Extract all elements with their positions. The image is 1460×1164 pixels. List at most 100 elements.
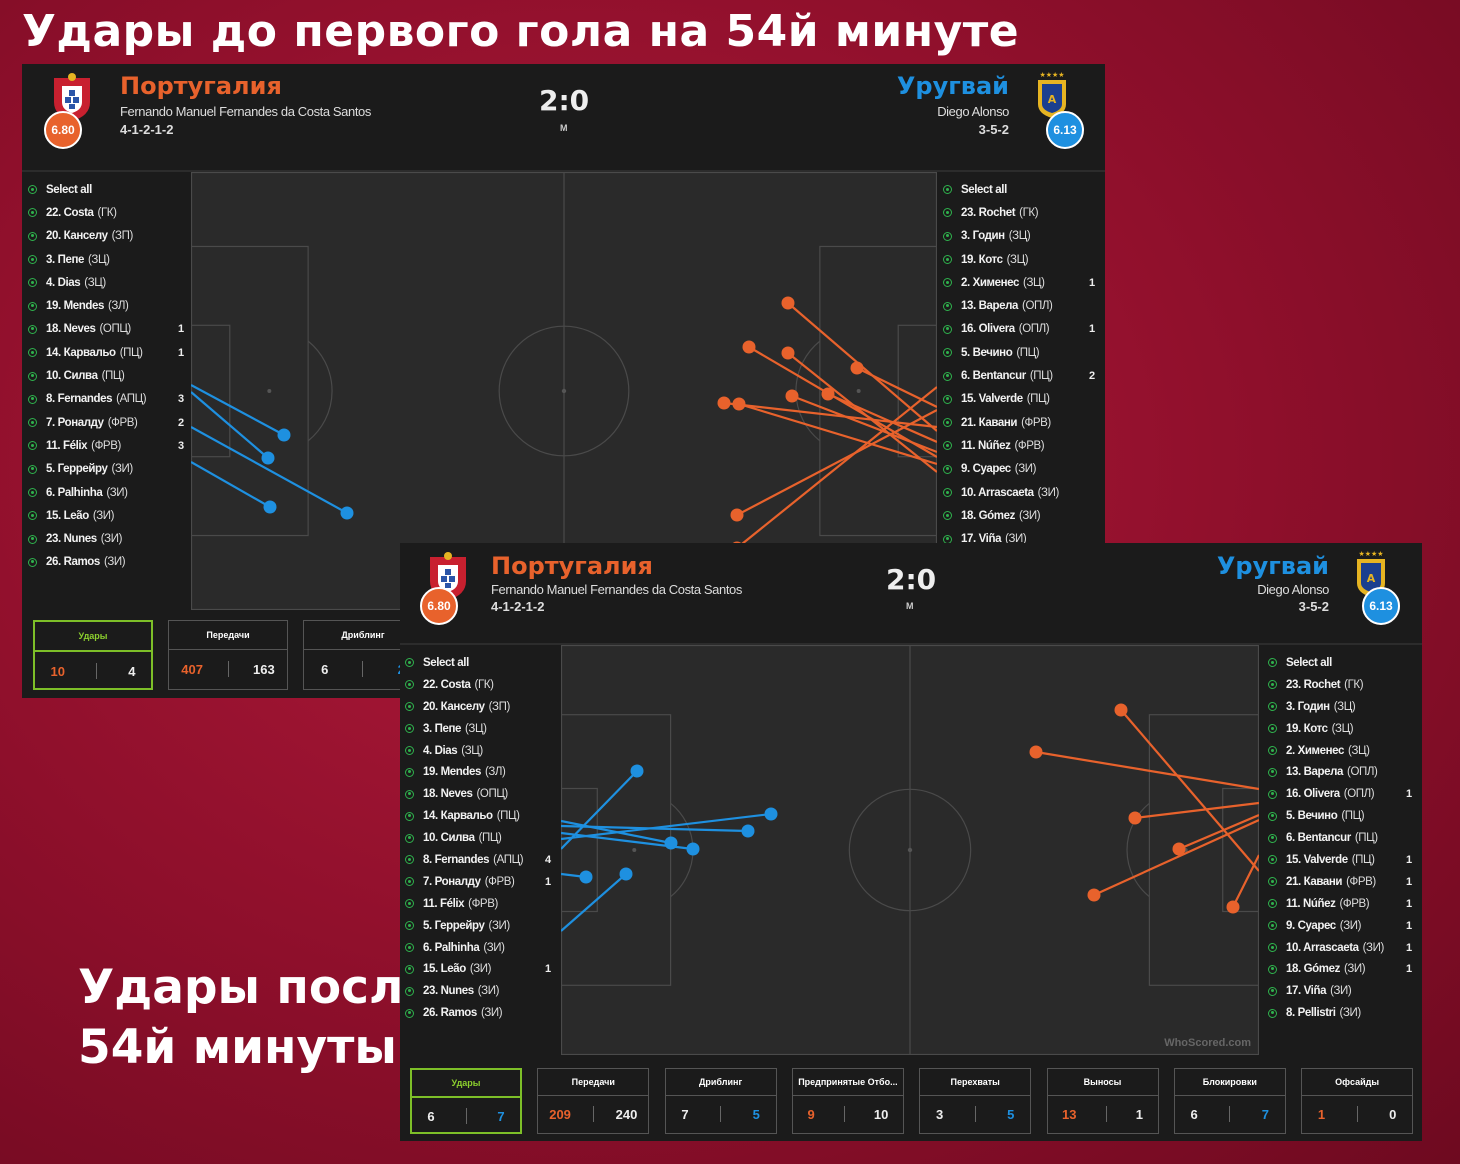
player-checkbox-icon[interactable] [1268,1008,1277,1018]
player-checkbox-icon[interactable] [28,557,37,567]
stat-tab[interactable]: Офсайды 1 0 [1301,1068,1414,1134]
away-team-name[interactable]: Уругвай [896,72,1009,100]
player-checkbox-icon[interactable] [405,833,414,843]
stat-tab[interactable]: Перехваты 3 5 [919,1068,1032,1134]
stat-tab[interactable]: Удары 10 4 [33,620,153,690]
away-player-row[interactable]: 23. Rochet (ГК) [943,201,1105,224]
away-player-row[interactable]: 6. Bentancur (ПЦ) [1268,827,1422,849]
away-player-row[interactable]: 16. Olivera (ОПЛ) 1 [1268,783,1422,805]
player-checkbox-icon[interactable] [405,767,414,777]
home-player-row[interactable]: 4. Dias (ЗЦ) [28,271,193,294]
player-checkbox-icon[interactable] [28,324,37,334]
stat-tab[interactable]: Выносы 13 1 [1046,1068,1159,1134]
stat-tab[interactable]: Блокировки 6 7 [1173,1068,1286,1134]
away-player-row[interactable]: 3. Годин (ЗЦ) [1268,696,1422,718]
away-player-row[interactable]: 11. Núñez (ФРВ) 1 [1268,893,1422,915]
player-checkbox-icon[interactable] [943,488,952,497]
away-player-row[interactable]: 19. Котс (ЗЦ) [1268,718,1422,740]
stat-tab[interactable]: Предпринятые Отбо... 9 10 [791,1068,904,1134]
player-checkbox-icon[interactable] [943,301,952,311]
home-player-row[interactable]: 15. Leão (ЗИ) 1 [405,958,563,980]
player-checkbox-icon[interactable] [405,658,414,668]
away-player-row[interactable]: 15. Valverde (ПЦ) [943,388,1105,411]
away-player-row[interactable]: 10. Arrascaeta (ЗИ) 1 [1268,937,1422,959]
player-checkbox-icon[interactable] [405,789,414,799]
player-checkbox-icon[interactable] [405,680,414,690]
home-player-row[interactable]: 20. Канселу (ЗП) [28,225,193,248]
away-player-row[interactable]: 3. Годин (ЗЦ) [943,225,1105,248]
away-player-row[interactable]: 2. Хименес (ЗЦ) [1268,740,1422,762]
away-player-row[interactable]: 13. Варела (ОПЛ) [1268,761,1422,783]
player-checkbox-icon[interactable] [28,418,37,428]
away-select-all[interactable]: Select all [1268,652,1422,674]
home-player-row[interactable]: 15. Leão (ЗИ) [28,504,193,527]
home-player-row[interactable]: 14. Карвальо (ПЦ) [405,805,563,827]
away-player-row[interactable]: 9. Суарес (ЗИ) 1 [1268,915,1422,937]
home-player-row[interactable]: 23. Nunes (ЗИ) [405,980,563,1002]
player-checkbox-icon[interactable] [405,724,414,734]
away-player-row[interactable]: 5. Вечино (ПЦ) [1268,805,1422,827]
player-checkbox-icon[interactable] [28,231,37,241]
home-player-row[interactable]: 10. Силва (ПЦ) [405,827,563,849]
player-checkbox-icon[interactable] [943,185,952,195]
player-checkbox-icon[interactable] [1268,702,1277,712]
away-player-row[interactable]: 16. Olivera (ОПЛ) 1 [943,318,1105,341]
player-checkbox-icon[interactable] [943,324,952,334]
away-player-row[interactable]: 21. Кавани (ФРВ) 1 [1268,871,1422,893]
home-player-row[interactable]: 3. Пепе (ЗЦ) [405,718,563,740]
home-player-row[interactable]: 18. Neves (ОПЦ) 1 [28,318,193,341]
player-checkbox-icon[interactable] [1268,877,1277,887]
player-checkbox-icon[interactable] [405,986,414,996]
home-select-all[interactable]: Select all [405,652,563,674]
player-checkbox-icon[interactable] [28,394,37,404]
away-select-all[interactable]: Select all [943,178,1105,201]
player-checkbox-icon[interactable] [28,441,37,451]
player-checkbox-icon[interactable] [1268,855,1277,865]
player-checkbox-icon[interactable] [405,921,414,931]
away-player-row[interactable]: 17. Viña (ЗИ) [1268,980,1422,1002]
player-checkbox-icon[interactable] [405,877,414,887]
stat-tab[interactable]: Дриблинг 7 5 [664,1068,777,1134]
away-player-row[interactable]: 19. Котс (ЗЦ) [943,248,1105,271]
player-checkbox-icon[interactable] [405,702,414,712]
player-checkbox-icon[interactable] [943,511,952,521]
player-checkbox-icon[interactable] [405,964,414,974]
home-player-row[interactable]: 6. Palhinha (ЗИ) [28,481,193,504]
player-checkbox-icon[interactable] [1268,899,1277,909]
player-checkbox-icon[interactable] [943,464,952,474]
player-checkbox-icon[interactable] [943,231,952,241]
home-team-name[interactable]: Португалия [491,552,653,580]
home-player-row[interactable]: 26. Ramos (ЗИ) [405,1002,563,1024]
player-checkbox-icon[interactable] [28,185,37,195]
player-checkbox-icon[interactable] [943,278,952,288]
player-checkbox-icon[interactable] [405,899,414,909]
away-player-row[interactable]: 18. Gómez (ЗИ) [943,504,1105,527]
player-checkbox-icon[interactable] [1268,746,1277,755]
away-player-row[interactable]: 21. Кавани (ФРВ) [943,411,1105,434]
player-checkbox-icon[interactable] [943,371,952,381]
player-checkbox-icon[interactable] [28,208,37,218]
player-checkbox-icon[interactable] [405,943,414,953]
stat-tab[interactable]: Передачи 407 163 [168,620,288,690]
player-checkbox-icon[interactable] [1268,724,1277,734]
player-checkbox-icon[interactable] [1268,943,1277,953]
home-player-row[interactable]: 7. Роналду (ФРВ) 2 [28,411,193,434]
away-player-row[interactable]: 23. Rochet (ГК) [1268,674,1422,696]
home-player-row[interactable]: 3. Пепе (ЗЦ) [28,248,193,271]
player-checkbox-icon[interactable] [28,464,37,474]
stat-tab[interactable]: Передачи 209 240 [537,1068,650,1134]
home-team-name[interactable]: Португалия [120,72,282,100]
player-checkbox-icon[interactable] [405,855,414,865]
stat-tab[interactable]: Удары 6 7 [410,1068,522,1134]
away-player-row[interactable]: 18. Gómez (ЗИ) 1 [1268,958,1422,980]
player-checkbox-icon[interactable] [405,811,414,821]
away-player-row[interactable]: 17. Viña (ЗИ) [943,527,1105,550]
away-player-row[interactable]: 11. Núñez (ФРВ) [943,434,1105,457]
player-checkbox-icon[interactable] [28,488,37,497]
away-player-row[interactable]: 8. Pellistri (ЗИ) [1268,1002,1422,1024]
home-player-row[interactable]: 6. Palhinha (ЗИ) [405,937,563,959]
home-player-row[interactable]: 8. Fernandes (АПЦ) 4 [405,849,563,871]
player-checkbox-icon[interactable] [28,511,37,521]
home-player-row[interactable]: 14. Карвальо (ПЦ) 1 [28,341,193,364]
home-player-row[interactable]: 19. Mendes (ЗЛ) [28,294,193,317]
